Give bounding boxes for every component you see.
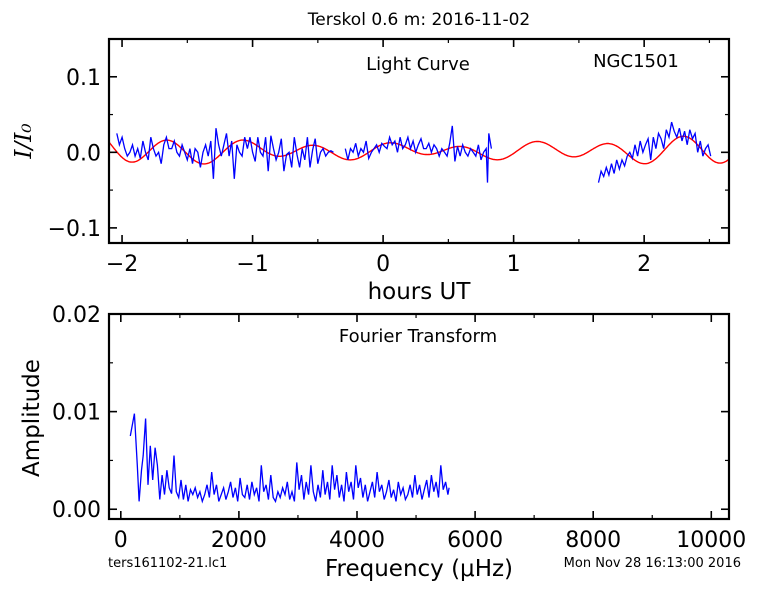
light-curve-data-line (116, 128, 334, 179)
light-curve-data-line (344, 125, 493, 183)
light-curve-x-tick-label: −2 (106, 252, 138, 277)
fourier-spectrum-line (129, 413, 450, 504)
fourier-transform-title: Fourier Transform (339, 326, 497, 347)
light-curve-x-tick-label: 0 (376, 252, 390, 277)
light-curve-x-tick-label: −1 (236, 252, 268, 277)
light-curve-x-tick-label: 2 (637, 252, 651, 277)
fourier-x-tick-label: 2000 (211, 528, 267, 553)
object-name-label: NGC1501 (593, 51, 679, 72)
figure-title: Terskol 0.6 m: 2016-11-02 (307, 10, 531, 30)
fourier-x-tick-label: 6000 (447, 528, 503, 553)
fourier-y-tick-label: 0.02 (52, 303, 101, 328)
light-curve-y-tick-label: 0.1 (66, 66, 101, 91)
fourier-x-tick-label: 4000 (329, 528, 385, 553)
light-curve-data-line (597, 121, 712, 183)
light-curve-x-axis-label: hours UT (368, 279, 472, 305)
light-curve-y-axis-label: I/I₀ (11, 123, 37, 159)
fourier-x-tick-label: 8000 (565, 528, 621, 553)
fourier-transform-frame (107, 312, 731, 521)
light-curve-y-tick-label: 0.0 (66, 141, 101, 166)
fourier-transform-panel: 0 2000 4000 6000 8000 10000 0.00 0.01 0.02 Four… (19, 303, 746, 582)
light-curve-x-tick-label: 1 (507, 252, 521, 277)
data-file-name: ters161102-21.lc1 (108, 556, 227, 571)
fourier-y-tick-label: 0.00 (52, 498, 101, 523)
fourier-x-axis-label: Frequency (μHz) (325, 556, 513, 582)
light-curve-panel: −2 −1 0 1 2 −0.1 0.0 0.1 Light Curve NGC1501 h… (11, 37, 731, 305)
light-curve-frame (107, 37, 731, 245)
light-curve-y-tick-label: −0.1 (48, 217, 101, 242)
fourier-y-axis-label: Amplitude (19, 359, 45, 477)
fourier-y-tick-label: 0.01 (52, 401, 101, 426)
fourier-x-tick-label: 10000 (676, 528, 746, 553)
generation-timestamp: Mon Nov 28 16:13:00 2016 (564, 556, 741, 571)
fourier-x-tick-label: 0 (114, 528, 128, 553)
light-curve-title: Light Curve (366, 54, 470, 75)
